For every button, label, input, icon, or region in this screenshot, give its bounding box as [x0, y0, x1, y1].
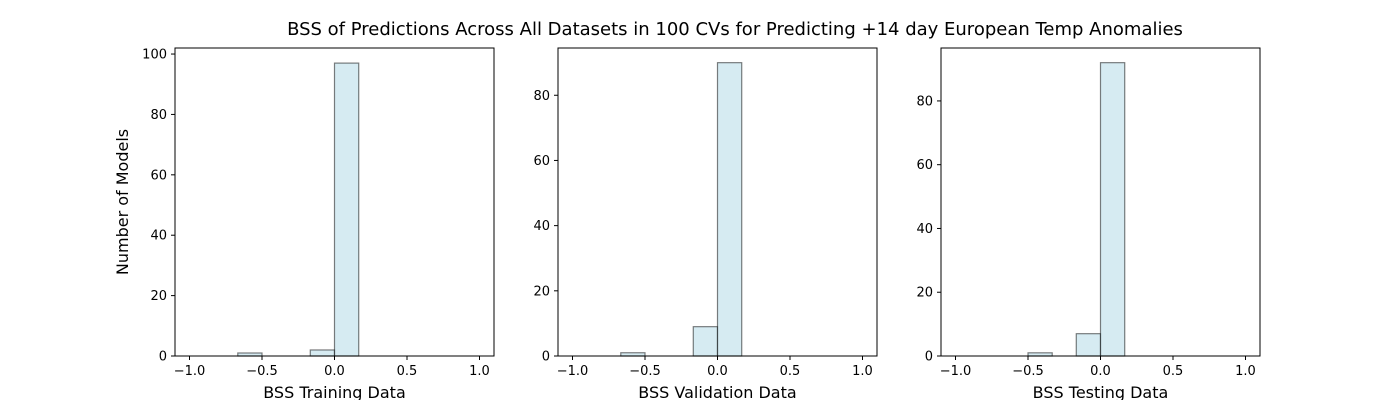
x-tick-label: −1.0: [174, 364, 206, 379]
y-axis-label: Number of Models: [113, 129, 132, 275]
y-tick-label: 40: [150, 229, 167, 244]
histogram-bar: [1099, 62, 1126, 357]
x-tick-label: −0.5: [629, 364, 661, 379]
x-tick-label: −0.5: [1012, 364, 1044, 379]
subplot-2: −1.0 −0.5 0.0 0.5 1.0 0 20 40 60 80 BSS Validation…: [533, 47, 878, 400]
y-tick-label: 0: [925, 350, 933, 365]
x-tick-label: 0.5: [780, 364, 801, 379]
y-tick-label: 40: [533, 219, 550, 234]
histogram-bar: [716, 62, 743, 357]
y-tick-label: 60: [916, 158, 933, 173]
x-tick-label: 0.5: [397, 364, 418, 379]
y-tick-label: 20: [533, 284, 550, 299]
y-tick-label: 0: [542, 350, 550, 365]
figure-title: BSS of Predictions Across All Datasets i…: [287, 19, 1183, 40]
x-tick-label: 0.0: [707, 364, 728, 379]
y-tick-label: 0: [159, 350, 167, 365]
x-tick-label: −1.0: [940, 364, 972, 379]
subplot-1: −1.0 −0.5 0.0 0.5 1.0 0 20 40 60 80 100 BSS Trainin…: [113, 47, 495, 400]
y-tick-label: 60: [533, 154, 550, 169]
x-axis-label: BSS Testing Data: [1033, 383, 1169, 400]
x-tick-label: −0.5: [246, 364, 278, 379]
x-tick-label: 0.0: [324, 364, 345, 379]
y-tick-label: 40: [916, 222, 933, 237]
x-tick-label: 1.0: [1235, 364, 1256, 379]
x-tick-label: 1.0: [852, 364, 873, 379]
y-tick-label: 80: [150, 108, 167, 123]
y-tick-label: 80: [916, 94, 933, 109]
x-tick-label: 0.5: [1163, 364, 1184, 379]
y-tick-label: 80: [533, 89, 550, 104]
histogram-bar: [692, 326, 719, 357]
y-tick-label: 20: [150, 289, 167, 304]
x-tick-label: −1.0: [557, 364, 589, 379]
x-tick-label: 1.0: [469, 364, 490, 379]
y-tick-label: 100: [142, 48, 167, 63]
subplot-3: −1.0 −0.5 0.0 0.5 1.0 0 20 40 60 80 BSS Testing Da…: [916, 47, 1261, 400]
y-tick-label: 60: [150, 168, 167, 183]
x-axis-label: BSS Validation Data: [638, 383, 796, 400]
x-tick-label: 0.0: [1090, 364, 1111, 379]
x-axis-label: BSS Training Data: [263, 383, 406, 400]
y-tick-label: 20: [916, 286, 933, 301]
histogram-bar: [309, 349, 336, 357]
histogram-bar: [1075, 333, 1102, 357]
subplot-panels: −1.0 −0.5 0.0 0.5 1.0 0 20 40 60 80 100 BSS Trainin…: [113, 47, 1261, 400]
histogram-bar: [333, 62, 360, 357]
